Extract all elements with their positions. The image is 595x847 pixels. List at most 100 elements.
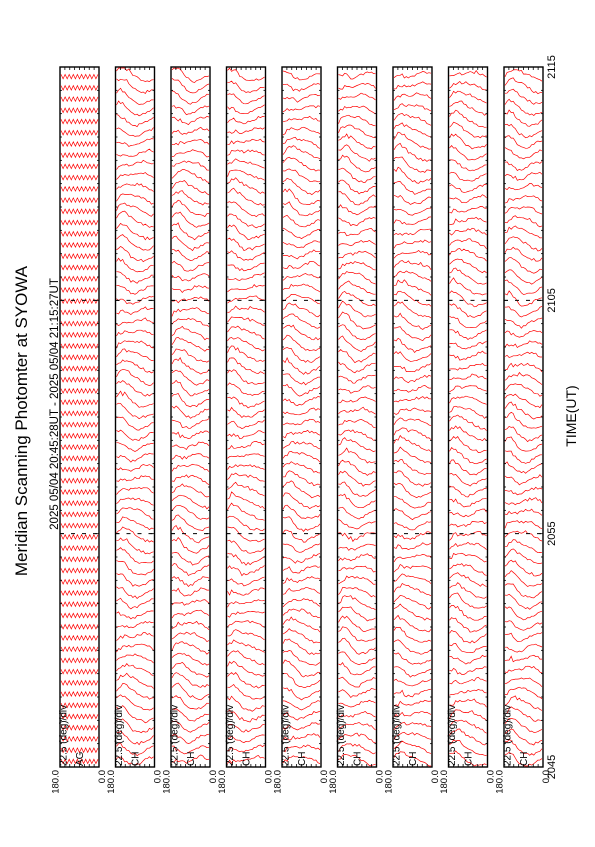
scan-trace <box>282 710 321 721</box>
scan-trace <box>449 520 487 528</box>
scan-trace <box>449 267 487 285</box>
scan-trace <box>504 98 543 116</box>
scan-trace <box>449 385 487 393</box>
scan-trace <box>504 371 543 385</box>
scan-trace <box>227 213 265 229</box>
scan-trace <box>338 300 376 318</box>
scan-trace <box>116 560 154 576</box>
panel-frame <box>336 66 378 768</box>
scan-trace <box>282 504 321 519</box>
scan-trace <box>282 168 321 183</box>
scan-trace <box>60 241 99 249</box>
scan-trace <box>393 92 432 101</box>
scan-trace <box>282 441 321 450</box>
scan-trace <box>338 519 376 530</box>
scan-trace <box>227 587 265 596</box>
scan-trace <box>116 172 154 180</box>
scan-trace <box>282 616 321 633</box>
scan-trace <box>338 651 376 666</box>
scan-trace <box>60 185 99 192</box>
scan-trace <box>227 187 265 206</box>
scan-trace <box>504 593 543 610</box>
scan-trace <box>60 578 99 585</box>
scan-trace <box>449 341 487 350</box>
scan-trace <box>393 337 432 354</box>
scan-trace <box>227 539 265 554</box>
scan-trace <box>227 396 265 409</box>
channel-label: CH <box>519 752 530 766</box>
scan-trace <box>449 405 487 419</box>
scan-trace <box>449 121 487 139</box>
scan-trace <box>393 603 432 621</box>
scan-trace <box>504 206 543 215</box>
scan-trace <box>171 307 210 317</box>
channel-label: CH <box>131 752 142 766</box>
scan-trace <box>338 239 376 247</box>
scan-trace <box>116 464 154 472</box>
scan-trace <box>504 539 543 554</box>
scan-trace <box>338 661 376 676</box>
scan-trace <box>227 709 265 723</box>
scan-trace <box>504 195 543 204</box>
panel-8: 180.0 0.0 CH 22.5 (deg)/div <box>439 66 497 794</box>
scan-trace <box>282 324 321 341</box>
scan-trace <box>282 156 321 172</box>
scan-trace <box>171 733 210 744</box>
scan-trace <box>449 563 487 576</box>
panel-frame <box>281 66 322 768</box>
scan-trace <box>227 295 265 304</box>
scan-traces <box>171 67 210 764</box>
scan-trace <box>116 390 154 408</box>
scan-trace <box>449 459 487 476</box>
scan-trace <box>116 597 154 610</box>
scan-trace <box>449 552 487 563</box>
scan-trace <box>282 687 321 701</box>
scan-trace <box>227 127 265 134</box>
scan-trace <box>393 688 432 698</box>
scan-trace <box>449 395 487 405</box>
scan-trace <box>116 705 154 724</box>
scan-trace <box>393 301 432 319</box>
scan-trace <box>449 435 487 453</box>
scan-trace <box>227 158 265 169</box>
scan-trace <box>60 275 99 282</box>
scan-trace <box>449 728 487 746</box>
scale-label: 22.5 (deg)/div <box>447 705 458 766</box>
scan-trace <box>227 552 265 566</box>
scan-trace <box>504 486 543 496</box>
scan-trace <box>504 351 542 358</box>
scan-trace <box>227 93 265 105</box>
scan-trace <box>116 526 154 543</box>
scan-trace <box>338 615 376 632</box>
scan-trace <box>449 109 487 128</box>
scan-trace <box>504 257 543 274</box>
scan-trace <box>171 235 210 252</box>
scan-trace <box>282 126 321 136</box>
scan-trace <box>449 654 487 665</box>
scan-trace <box>116 487 154 495</box>
scan-trace <box>449 100 487 116</box>
scan-trace <box>338 553 376 562</box>
scan-trace <box>282 418 321 426</box>
scan-trace <box>116 210 154 228</box>
y-bottom-label: 0.0 <box>208 770 219 783</box>
panel-5: 180.0 0.0 CH 22.5 (deg)/div <box>273 66 330 794</box>
scan-trace <box>282 283 321 293</box>
panel-2: 180.0 0.0 CH 22.5 (deg)/div <box>106 66 164 794</box>
scan-trace <box>171 652 210 666</box>
scan-trace <box>282 529 321 543</box>
scan-trace <box>338 144 376 162</box>
y-top-label: 180.0 <box>273 770 284 794</box>
y-bottom-label: 0.0 <box>375 770 386 783</box>
scan-trace <box>116 222 154 241</box>
scan-trace <box>282 587 321 595</box>
scan-trace <box>227 406 265 418</box>
scan-trace <box>393 678 432 687</box>
scan-trace <box>504 436 543 452</box>
scan-trace <box>171 708 210 722</box>
scan-traces <box>504 69 543 767</box>
scan-trace <box>116 683 154 700</box>
scan-trace <box>504 279 543 295</box>
scan-trace <box>393 595 432 610</box>
scan-trace <box>171 494 210 510</box>
